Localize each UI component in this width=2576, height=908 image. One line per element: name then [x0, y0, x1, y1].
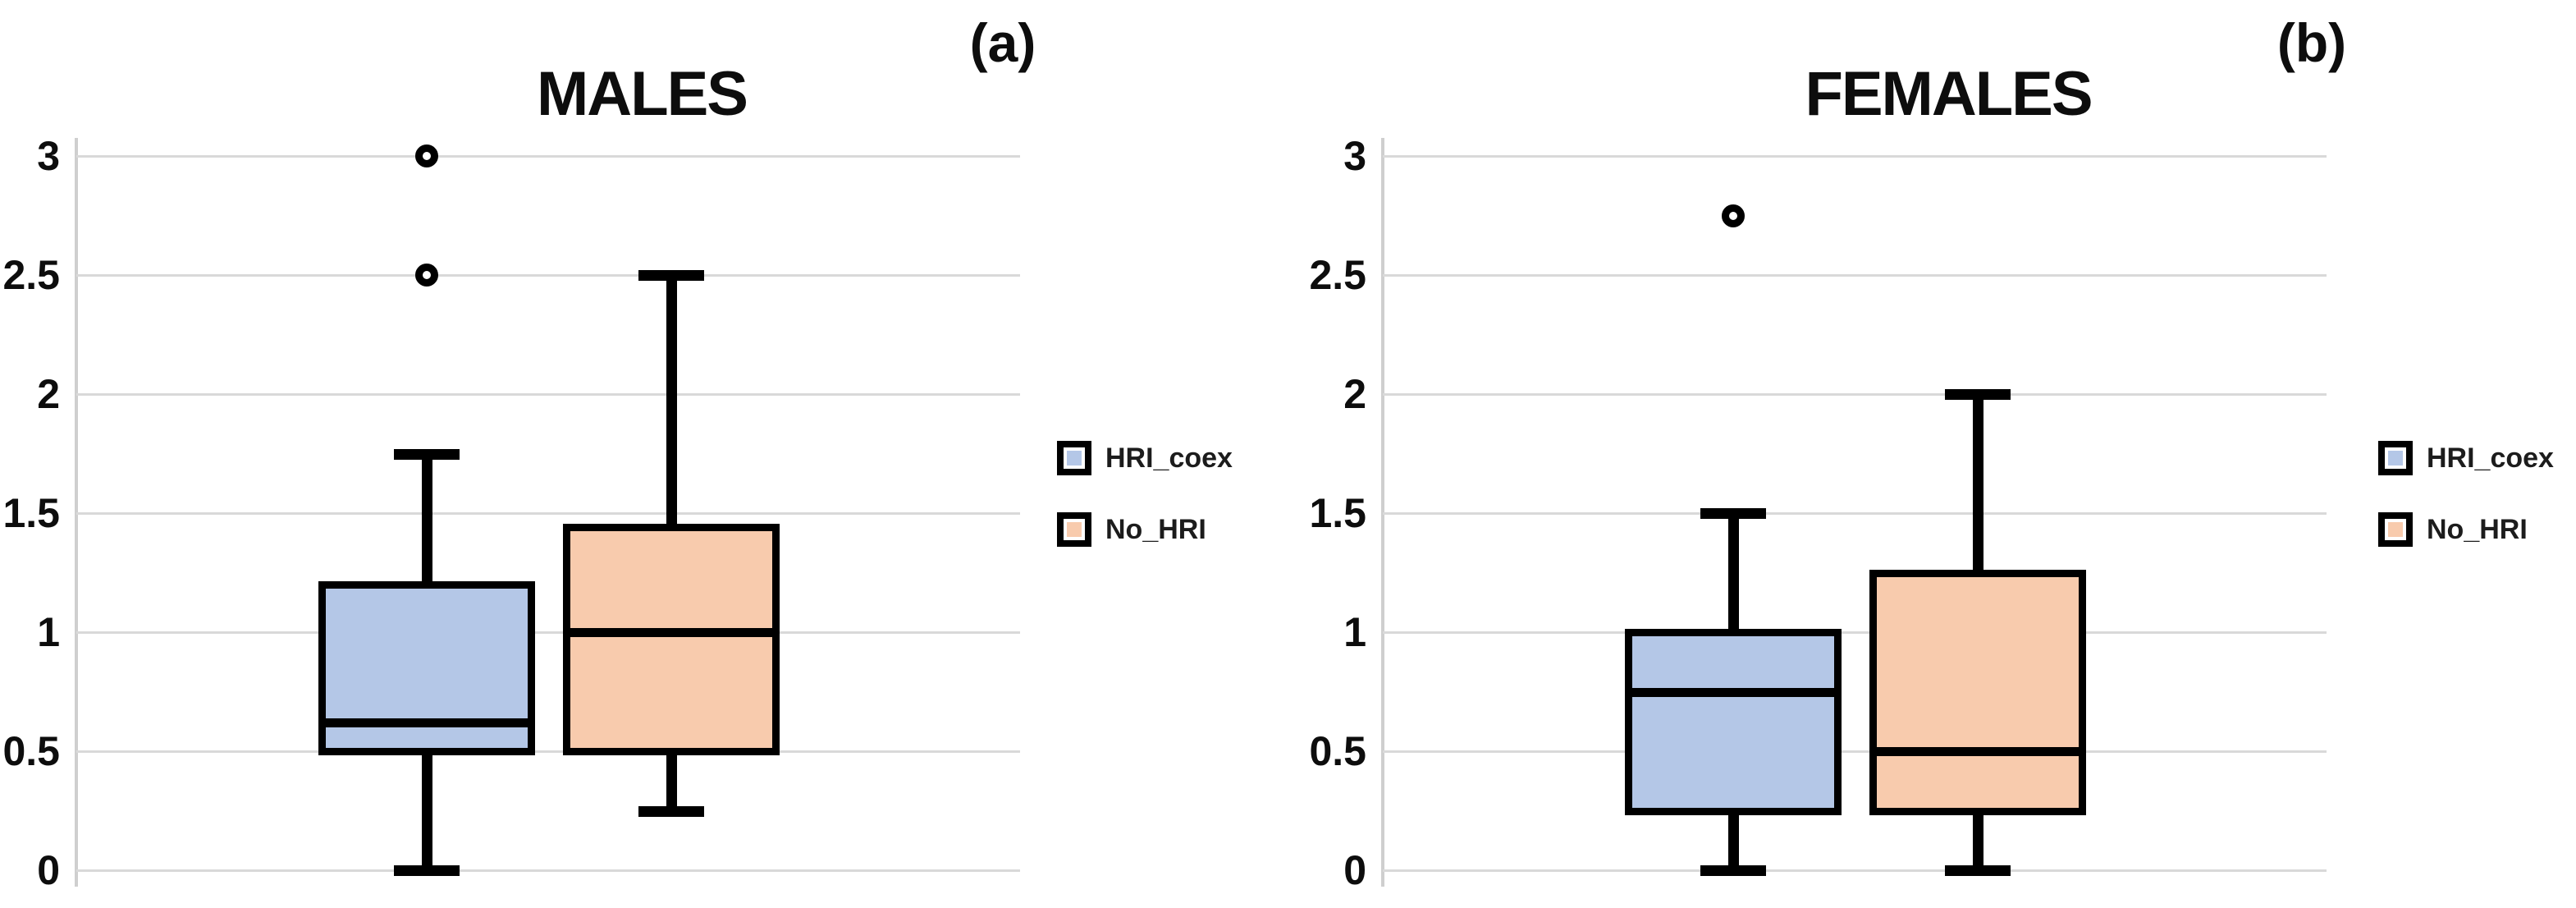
y-gridline: [1383, 750, 2327, 753]
y-tick-label: 0: [1343, 847, 1366, 893]
whisker-stem-lower: [666, 746, 677, 811]
y-tick-label: 0.5: [2, 728, 60, 774]
legend-label-hri-coex: HRI_coex: [2427, 442, 2554, 474]
panel-title-males: MALES: [537, 59, 748, 130]
outlier-point: [1722, 204, 1745, 227]
legend-item-no-hri: No_HRI: [2378, 512, 2554, 547]
whisker-stem-lower: [1973, 805, 1983, 870]
whisker-stem-lower: [422, 746, 432, 870]
whisker-cap-upper: [1945, 389, 2011, 400]
whisker-stem-upper: [1728, 513, 1739, 637]
y-gridline: [1383, 155, 2327, 158]
whisker-stem-upper: [666, 275, 677, 533]
y-gridline: [76, 393, 1020, 396]
legend-item-no-hri: No_HRI: [1057, 512, 1233, 547]
whisker-cap-upper: [394, 448, 460, 460]
box-no_hri: [563, 524, 780, 755]
legend-swatch-no-hri: [2378, 512, 2413, 547]
y-gridline: [1383, 869, 2327, 872]
y-gridline: [76, 631, 1020, 634]
y-gridline: [1383, 631, 2327, 634]
outlier-point: [415, 264, 438, 287]
outlier-point: [415, 144, 438, 167]
panel-label-a: (a): [969, 12, 1036, 73]
y-tick-label: 2.5: [2, 252, 60, 298]
whisker-cap-lower: [1700, 865, 1766, 876]
whisker-stem-upper: [422, 453, 432, 589]
legend-item-hri-coex: HRI_coex: [1057, 441, 1233, 475]
y-tick-label: 0.5: [1309, 728, 1366, 774]
legend-swatch-hri-coex: [2378, 441, 2413, 475]
whisker-cap-lower: [638, 805, 704, 817]
panel-label-b: (b): [2276, 12, 2347, 73]
legend-label-no-hri: No_HRI: [1105, 513, 1206, 545]
y-gridline: [76, 869, 1020, 872]
y-tick-label: 1: [1343, 609, 1366, 655]
legend-swatch-hri-coex: [1057, 441, 1091, 475]
legend-label-no-hri: No_HRI: [2427, 513, 2528, 545]
whisker-stem-lower: [1728, 805, 1739, 870]
legend-males: HRI_coex No_HRI: [1057, 441, 1233, 547]
whisker-cap-lower: [1945, 865, 2011, 876]
legend-label-hri-coex: HRI_coex: [1105, 442, 1233, 474]
box-no_hri: [1869, 569, 2086, 815]
y-gridline: [1383, 512, 2327, 515]
median-line: [1869, 747, 2086, 756]
panel-title-females: FEMALES: [1805, 59, 2093, 130]
y-gridline: [76, 274, 1020, 277]
y-gridline: [1383, 393, 2327, 396]
box-hri_coex: [1625, 629, 1842, 815]
whisker-cap-upper: [1700, 508, 1766, 519]
y-tick-label: 3: [1343, 133, 1366, 179]
whisker-stem-upper: [1973, 394, 1983, 578]
whisker-cap-upper: [638, 270, 704, 281]
y-gridline: [1383, 274, 2327, 277]
legend-item-hri-coex: HRI_coex: [2378, 441, 2554, 475]
y-gridline: [76, 155, 1020, 158]
y-tick-label: 3: [37, 133, 60, 179]
y-tick-label: 2: [37, 371, 60, 417]
median-line: [563, 628, 780, 637]
panel-females: FEMALES (b) 3 2.5 2 1.5 1 0.5 0 HRI_coex No_HR…: [1288, 0, 2576, 908]
median-line: [1625, 687, 1842, 697]
y-gridline: [76, 512, 1020, 515]
plot-area-females: 3 2.5 2 1.5 1 0.5 0: [1288, 0, 2576, 908]
y-tick-label: 1.5: [1309, 490, 1366, 536]
y-tick-label: 0: [37, 847, 60, 893]
box-hri_coex: [318, 581, 535, 755]
plot-area-males: 3 2.5 2 1.5 1 0.5 0: [2, 133, 1020, 893]
y-tick-label: 2: [1343, 371, 1366, 417]
y-tick-label: 1: [37, 609, 60, 655]
legend-females: HRI_coex No_HRI: [2378, 441, 2554, 547]
legend-swatch-no-hri: [1057, 512, 1091, 547]
y-tick-label: 2.5: [1309, 252, 1366, 298]
y-gridline: [76, 750, 1020, 753]
median-line: [318, 718, 535, 728]
panel-males: MALES (a) 3 2.5 2 1.5 1 0.5 0 HRI_coex No_HRI: [2, 12, 1233, 893]
y-tick-label: 1.5: [2, 490, 60, 536]
whisker-cap-lower: [394, 865, 460, 876]
